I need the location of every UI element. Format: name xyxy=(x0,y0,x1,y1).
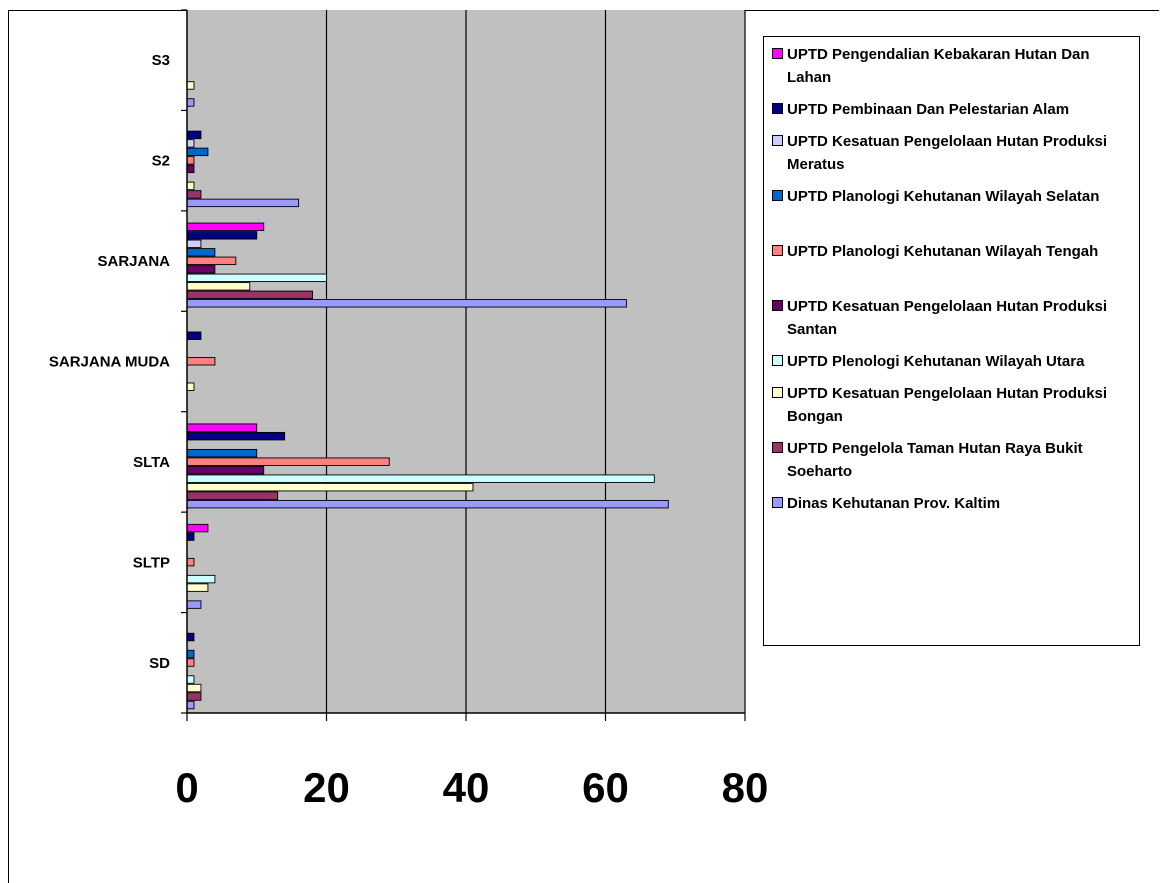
legend-swatch xyxy=(772,48,783,59)
category-label: SLTA xyxy=(133,454,170,471)
x-tick-label: 40 xyxy=(443,764,490,811)
bar xyxy=(186,273,327,283)
bar xyxy=(186,474,655,483)
legend-label: UPTD Pengelola Taman Hutan Raya Bukit So… xyxy=(787,440,1083,480)
legend-label: UPTD Kesatuan Pengelolaan Hutan Produksi… xyxy=(787,133,1108,173)
bar xyxy=(186,198,300,208)
chart-legend: UPTD Pengendalian Kebakaran Hutan Dan La… xyxy=(763,36,1140,646)
bar xyxy=(186,248,216,257)
category-label: SLTP xyxy=(133,554,170,571)
bar xyxy=(186,181,195,191)
legend-item: UPTD Plenologi Kehutanan Wilayah Utara xyxy=(772,350,1134,373)
legend-item: UPTD Pengendalian Kebakaran Hutan Dan La… xyxy=(772,43,1134,89)
legend-swatch xyxy=(772,355,783,366)
bar xyxy=(186,583,209,592)
bar xyxy=(186,692,202,701)
legend-item: UPTD Pembinaan Dan Pelestarian Alam xyxy=(772,98,1134,121)
legend-label: UPTD Plenologi Kehutanan Wilayah Utara xyxy=(787,353,1085,370)
bar xyxy=(186,523,209,533)
bar xyxy=(186,499,669,509)
bar xyxy=(186,231,258,240)
bar xyxy=(186,632,195,642)
legend-swatch xyxy=(772,300,783,311)
legend-item: UPTD Kesatuan Pengelolaan Hutan Produksi… xyxy=(772,382,1134,428)
bar xyxy=(186,700,195,710)
legend-swatch xyxy=(772,245,783,256)
legend-label: UPTD Kesatuan Pengelolaan Hutan Produksi… xyxy=(787,385,1108,425)
bar xyxy=(186,448,258,458)
legend-swatch xyxy=(772,442,783,453)
bar xyxy=(186,675,195,684)
bar xyxy=(186,130,202,140)
bar xyxy=(186,190,202,199)
legend-item: UPTD Kesatuan Pengelolaan Hutan Produksi… xyxy=(772,130,1134,176)
x-tick-label: 80 xyxy=(722,764,769,811)
bar xyxy=(186,532,195,541)
bar xyxy=(186,98,195,107)
bar xyxy=(186,382,195,391)
category-label: S3 xyxy=(152,52,170,69)
bar xyxy=(186,331,202,340)
bar xyxy=(186,256,237,266)
legend-item: UPTD Planologi Kehutanan Wilayah Tengah xyxy=(772,240,1134,263)
legend-label: UPTD Planologi Kehutanan Wilayah Tengah xyxy=(787,243,1099,260)
bar xyxy=(186,164,195,174)
bar xyxy=(186,491,279,500)
legend-label: Dinas Kehutanan Prov. Kaltim xyxy=(787,495,1001,512)
bar xyxy=(186,658,195,667)
bar xyxy=(186,81,195,90)
legend-label: UPTD Pengendalian Kebakaran Hutan Dan La… xyxy=(787,46,1090,86)
bar xyxy=(186,482,474,492)
bar xyxy=(186,290,314,300)
legend-swatch xyxy=(772,190,783,201)
category-label: S2 xyxy=(152,153,170,170)
bar xyxy=(186,683,202,693)
x-tick-label: 60 xyxy=(582,764,629,811)
legend-swatch xyxy=(772,135,783,146)
x-tick-label: 20 xyxy=(303,764,350,811)
bar xyxy=(186,147,209,157)
bar xyxy=(186,557,195,567)
bar xyxy=(186,457,390,466)
bar xyxy=(186,423,258,432)
legend-label: UPTD Pembinaan Dan Pelestarian Alam xyxy=(787,101,1070,118)
bar xyxy=(186,139,195,148)
legend-item: Dinas Kehutanan Prov. Kaltim xyxy=(772,492,1134,515)
bar xyxy=(186,649,195,659)
bar xyxy=(186,357,216,366)
bar xyxy=(186,600,202,609)
category-label: SD xyxy=(149,655,170,672)
legend-label: UPTD Planologi Kehutanan Wilayah Selatan xyxy=(787,188,1100,205)
legend-swatch xyxy=(772,497,783,508)
bar xyxy=(186,239,202,249)
bar xyxy=(186,574,216,584)
legend-swatch xyxy=(772,103,783,114)
legend-item: UPTD Pengelola Taman Hutan Raya Bukit So… xyxy=(772,437,1134,483)
bar xyxy=(186,156,195,165)
category-label: SARJANA xyxy=(97,253,170,270)
x-tick-label: 0 xyxy=(175,764,198,811)
legend-label: UPTD Kesatuan Pengelolaan Hutan Produksi… xyxy=(787,298,1108,338)
legend-item: UPTD Planologi Kehutanan Wilayah Selatan xyxy=(772,185,1134,208)
legend-item: UPTD Kesatuan Pengelolaan Hutan Produksi… xyxy=(772,295,1134,341)
bar xyxy=(186,431,286,441)
bar xyxy=(186,222,265,232)
bar xyxy=(186,265,216,274)
bar xyxy=(186,282,251,291)
legend-swatch xyxy=(772,387,783,398)
bar xyxy=(186,299,627,308)
bar xyxy=(186,465,265,475)
category-label: SARJANA MUDA xyxy=(49,354,170,371)
